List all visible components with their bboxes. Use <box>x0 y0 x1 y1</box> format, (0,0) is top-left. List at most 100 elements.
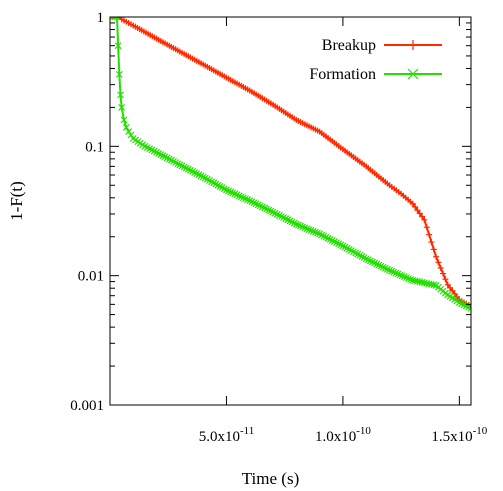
data-point-formation-54-b <box>223 186 230 194</box>
series-markers-breakup <box>110 17 471 310</box>
data-point-formation-5-b <box>117 91 124 99</box>
x-tick-mantissa: 1.5x10 <box>431 429 472 445</box>
data-point-formation-59-b <box>233 191 241 199</box>
data-point-formation-68-b <box>252 200 260 208</box>
data-point-formation-33-b <box>178 162 186 170</box>
x-tick-exponent: -10 <box>473 425 488 437</box>
data-point-formation-137-b <box>398 272 406 280</box>
data-point-formation-89-b <box>297 222 304 230</box>
data-point-formation-164-b <box>460 301 468 309</box>
data-point-formation-19-b <box>148 146 156 154</box>
series-breakup <box>110 17 471 310</box>
legend: Breakup Formation <box>309 37 442 83</box>
data-point-formation-84-b <box>286 217 294 225</box>
data-point-formation-128-b <box>379 263 387 271</box>
series-formation <box>110 17 471 312</box>
data-point-formation-106-b <box>333 239 340 247</box>
data-point-formation-67-b <box>250 199 258 207</box>
series-markers-formation <box>110 17 471 312</box>
data-point-formation-72-b <box>261 204 268 212</box>
legend-swatch-marker-formation-b <box>407 68 419 80</box>
data-point-formation-9-b <box>125 128 133 136</box>
data-point-formation-114-b <box>350 248 357 256</box>
data-point-formation-140-b <box>405 275 412 282</box>
data-point-formation-24-b <box>159 152 167 160</box>
x-tick-label: 1.0x10-10 <box>315 425 371 445</box>
data-point-formation-95-b <box>309 227 317 235</box>
data-point-formation-85-b <box>288 218 296 226</box>
data-point-formation-20-b <box>150 147 158 155</box>
data-point-formation-47-b <box>208 178 216 186</box>
x-axis-label: Time (s) <box>242 469 299 488</box>
data-point-formation-74-b <box>265 206 273 214</box>
data-point-formation-78-b <box>273 210 281 218</box>
data-point-formation-141-b <box>407 276 415 283</box>
data-point-formation-52-b <box>218 184 226 192</box>
data-point-formation-75-b <box>267 207 275 215</box>
data-point-formation-27-b <box>165 155 173 163</box>
legend-entry-breakup: Breakup <box>322 37 442 54</box>
data-point-formation-121-b <box>364 256 372 264</box>
y-tick-label: 0.001 <box>70 398 104 414</box>
data-point-formation-45-b <box>203 175 211 183</box>
legend-label-breakup: Breakup <box>322 37 376 54</box>
data-point-formation-6-b <box>118 103 126 111</box>
data-point-formation-51-b <box>216 182 224 190</box>
data-point-formation-36-b <box>184 165 192 173</box>
data-point-formation-35-b <box>182 164 190 172</box>
data-point-formation-4-b <box>115 70 123 78</box>
data-point-formation-10-b <box>127 131 135 139</box>
data-point-formation-39-b <box>191 169 199 176</box>
data-point-formation-117-b <box>356 251 364 259</box>
data-point-formation-76-b <box>269 208 277 216</box>
data-point-formation-64-b <box>244 196 252 204</box>
x-tick-label: 1.5x10-10 <box>431 425 487 445</box>
data-point-formation-83-b <box>284 216 292 224</box>
data-point-formation-151-b <box>430 281 438 289</box>
data-point-formation-77-b <box>271 209 279 217</box>
data-point-formation-104-b <box>328 237 336 244</box>
x-tick-exponent: -11 <box>240 425 254 437</box>
data-point-formation-40-b <box>193 170 201 178</box>
data-point-formation-130-b <box>383 265 391 273</box>
data-point-formation-82-b <box>282 215 290 223</box>
data-point-formation-111-b <box>343 244 351 252</box>
data-point-formation-135-b <box>394 270 402 278</box>
data-point-formation-32-b <box>176 161 184 169</box>
data-point-formation-28-b <box>167 156 175 164</box>
data-point-formation-55-b <box>225 187 232 195</box>
data-point-formation-57-b <box>229 189 237 197</box>
data-point-formation-60-b <box>235 192 243 200</box>
data-point-formation-97-b <box>314 229 321 237</box>
data-point-formation-49-b <box>212 180 220 188</box>
data-point-formation-2-a <box>116 17 121 21</box>
y-axis-label: 1-F(t) <box>7 181 26 221</box>
data-point-formation-94-b <box>307 227 315 234</box>
x-tick-exponent: -10 <box>356 425 371 437</box>
data-point-formation-37-b <box>187 166 194 174</box>
y-tick-label: 0.1 <box>85 139 104 155</box>
data-point-formation-133-b <box>390 268 398 276</box>
data-point-formation-38-b <box>189 167 196 175</box>
plot-frame <box>109 16 472 406</box>
data-point-formation-113-b <box>347 247 355 254</box>
data-point-formation-1-a <box>113 17 119 21</box>
data-point-formation-7-b <box>120 116 128 124</box>
data-point-formation-18-b <box>146 145 154 153</box>
data-point-formation-23-b <box>157 151 165 158</box>
data-point-formation-42-b <box>197 172 205 180</box>
data-point-formation-31-b <box>174 160 182 168</box>
data-point-formation-93-b <box>305 226 313 233</box>
data-point-formation-98-b <box>316 230 324 238</box>
data-point-formation-102-b <box>324 234 332 242</box>
data-point-formation-119-b <box>360 254 368 262</box>
data-point-formation-92-b <box>303 225 311 233</box>
data-point-formation-61-b <box>237 193 245 201</box>
data-point-formation-99-b <box>318 231 326 239</box>
data-point-formation-65-b <box>246 197 254 205</box>
data-point-formation-108-b <box>337 241 345 249</box>
data-point-formation-2-b <box>113 17 118 21</box>
